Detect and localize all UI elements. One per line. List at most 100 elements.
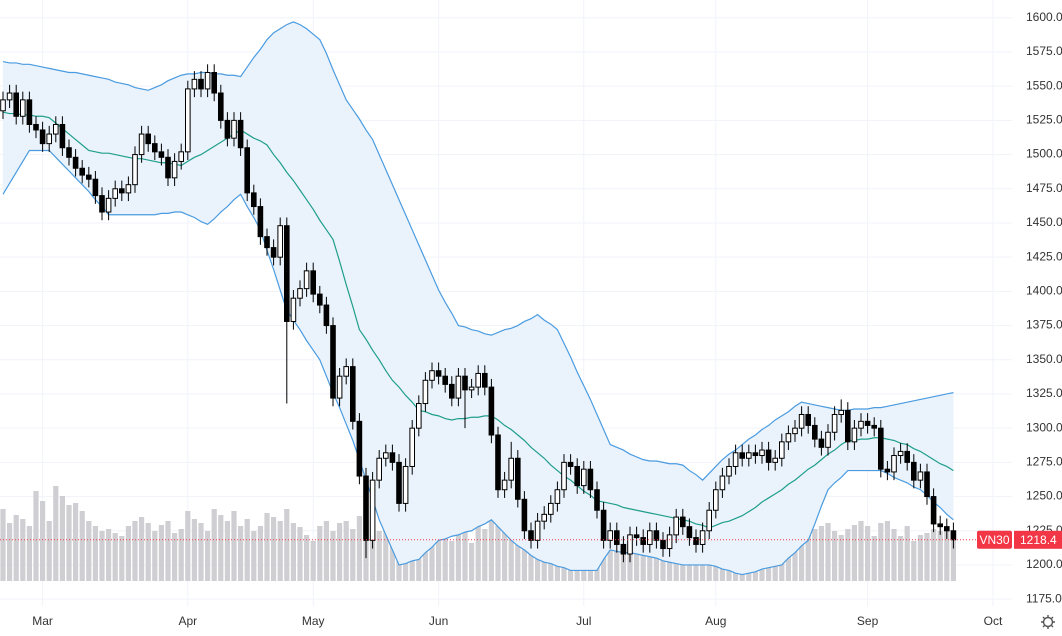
settings-icon[interactable] [1041, 615, 1055, 629]
candle-body [548, 502, 554, 515]
candle-body [0, 99, 6, 112]
y-tick-label: 1175.0 [1026, 591, 1062, 605]
candle-body [647, 530, 653, 545]
candle-body [732, 452, 739, 467]
band-lower [2, 149, 954, 576]
candle-body [323, 304, 330, 327]
candle-body [864, 420, 871, 426]
candle-body [468, 386, 475, 391]
x-tick-label: Apr [178, 614, 197, 628]
x-tick-label: Mar [32, 614, 53, 628]
candle-body [924, 471, 930, 498]
volume-bar [59, 496, 65, 581]
volume-bar [917, 535, 923, 581]
candle-body [46, 133, 53, 145]
volume-bar [0, 509, 6, 581]
candle-body [699, 530, 706, 545]
volume-bar [172, 533, 178, 581]
volume-bar [198, 523, 204, 581]
x-tick-label: Jun [429, 614, 448, 628]
volume-bar [495, 521, 501, 581]
candle-body [429, 370, 435, 381]
candle-body [567, 461, 574, 467]
candle-body [765, 449, 772, 463]
candle-body [812, 424, 818, 440]
volume-bar [851, 525, 857, 581]
volume-bar [865, 526, 871, 581]
volume-bar [455, 533, 461, 581]
y-tick-label: 1550.0 [1026, 78, 1062, 92]
candle-body [396, 461, 402, 504]
volume-bar [290, 523, 296, 581]
candle-body [204, 72, 211, 90]
volume-bar [337, 523, 343, 581]
candle-body [706, 509, 713, 532]
volume-bar [475, 526, 481, 581]
volume-bar [33, 491, 39, 581]
candle-body [343, 366, 349, 377]
candle-body [119, 188, 125, 194]
x-tick-label: Aug [705, 614, 726, 628]
volume-bar [251, 531, 257, 581]
volume-bar [370, 523, 376, 581]
candle-body [633, 534, 640, 539]
candle-body [145, 133, 151, 145]
candle-body [86, 174, 92, 180]
candle-body [303, 270, 310, 290]
candle-body [105, 197, 112, 213]
volume-bar [277, 521, 283, 581]
volume-bar [20, 519, 26, 581]
volume-bar [257, 526, 263, 581]
candle-body [950, 530, 957, 541]
volume-bar [185, 511, 191, 581]
candle-body [587, 468, 594, 491]
candle-body [825, 431, 831, 448]
candle-body [39, 129, 46, 145]
candle-body [376, 457, 382, 481]
volume-bar [152, 531, 158, 581]
volume-bar [383, 526, 389, 581]
candle-body [26, 99, 33, 125]
volume-bar [884, 521, 890, 581]
volume-bar [436, 531, 442, 581]
candle-body [739, 452, 746, 459]
candle-body [237, 119, 244, 149]
volume-bar [125, 526, 131, 581]
candle-body [416, 403, 422, 429]
candle-body [719, 475, 726, 491]
candle-body [224, 119, 231, 139]
volume-bar [482, 529, 488, 581]
candle-body [178, 151, 184, 162]
volume-bar [271, 517, 277, 581]
candle-body [33, 123, 39, 131]
candle-body [422, 379, 429, 405]
y-tick-label: 1600.0 [1026, 10, 1062, 24]
volume-bar [350, 529, 356, 581]
candle-body [713, 489, 719, 511]
candle-body [363, 475, 369, 541]
candle-body [277, 225, 283, 258]
candle-body [211, 72, 217, 94]
candle-body [59, 123, 66, 149]
volume-bar [805, 533, 811, 581]
candle-body [614, 530, 620, 545]
volume-bar [26, 526, 32, 581]
candle-body [356, 420, 363, 477]
candle-body [693, 537, 699, 545]
volume-bar [871, 536, 877, 581]
volume-bar [330, 531, 336, 581]
candle-body [627, 534, 633, 555]
volume-bar [205, 531, 211, 581]
volume-bar [931, 529, 937, 581]
candle-body [759, 449, 765, 457]
candle-body [937, 523, 944, 528]
candle-body [673, 516, 680, 536]
y-tick-label: 1200.0 [1026, 557, 1062, 571]
candle-body [389, 452, 396, 463]
candle-body [330, 325, 336, 399]
volume-bar [515, 526, 521, 581]
volume-bar [112, 533, 118, 581]
volume-bar [607, 526, 613, 581]
candle-body [185, 88, 191, 153]
